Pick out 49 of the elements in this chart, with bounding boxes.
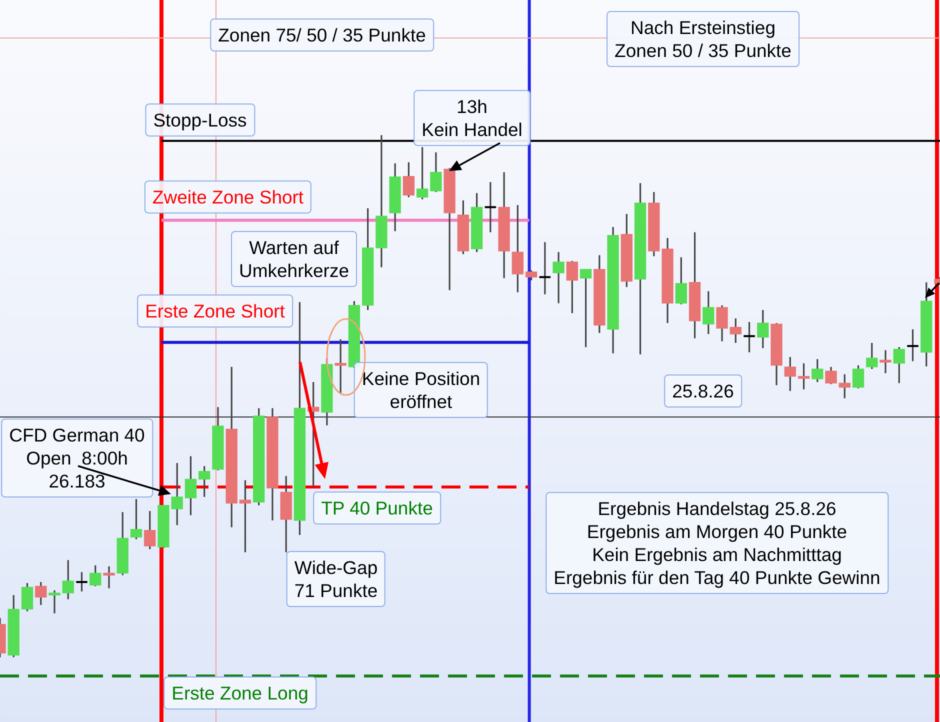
candlestick (784, 356, 796, 392)
candlestick (334, 338, 346, 394)
candlestick (552, 251, 564, 304)
candlestick (880, 349, 892, 374)
candlestick (866, 342, 878, 370)
candlestick (402, 161, 415, 198)
candlestick (893, 346, 905, 384)
candlestick (825, 366, 837, 385)
candlestick (103, 566, 115, 590)
candlestick (48, 590, 60, 614)
candlestick (35, 581, 47, 606)
candlestick (144, 510, 156, 550)
candlestick (566, 260, 578, 314)
candlestick (730, 318, 742, 344)
candlestick (716, 304, 728, 342)
candlestick (430, 152, 442, 193)
candlestick (21, 582, 34, 612)
candlestick (416, 146, 428, 200)
candlestick (239, 479, 252, 554)
annotation: 25.8.26 (664, 374, 742, 408)
ref-line-label: Zweite Zone Short (144, 180, 312, 214)
candlestick (702, 290, 714, 335)
annotation: Warten auf Umkehrkerze (231, 231, 357, 287)
text: Nach Ersteinstieg Zonen 50 / 35 Punkte (606, 11, 800, 67)
ref-line-label: Erste Zone Short (137, 294, 293, 328)
candlestick (580, 268, 592, 348)
ref-line-label: Erste Zone Long (164, 676, 316, 710)
candlestick (757, 309, 769, 349)
ref-line-label: TP 40 Punkte (313, 492, 441, 524)
text: Zonen 75/ 50 / 35 Punkte (210, 18, 434, 52)
candlestick (798, 362, 810, 390)
candlestick (198, 465, 210, 498)
candlestick (525, 270, 538, 282)
annotation: Ergebnis Handelstag 25.8.26 Ergebnis am Morgen 40 Punkte Kein Ergebnis am Nachmitttag Ergebnis für den Tag 40 Punkte Gewinn (546, 492, 888, 594)
candlestick (130, 498, 142, 540)
candlestick (838, 373, 850, 400)
annotation: CFD German 40 Open 8:00h 26.183 (1, 418, 153, 498)
ref-line-label: Stopp-Loss (145, 103, 255, 136)
candlestick (90, 564, 102, 587)
candlestick (852, 364, 864, 390)
candlestick (62, 559, 74, 600)
annotation: Keine Position eröffnet (354, 362, 488, 418)
candlestick (184, 455, 197, 516)
annotation: 13h Kein Handel (414, 90, 530, 146)
candlestick (675, 256, 687, 306)
candlestick (171, 462, 183, 526)
candlestick (812, 358, 824, 383)
candlestick (512, 204, 524, 294)
annotation: Wide-Gap 71 Punkte (286, 551, 386, 607)
